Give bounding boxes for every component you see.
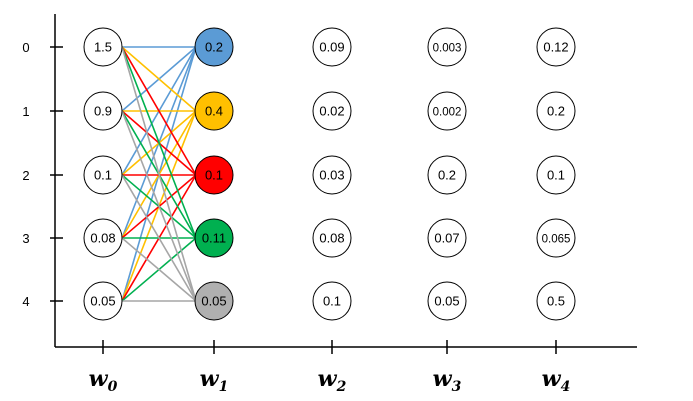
- node-circle: [194, 155, 234, 195]
- node-circle: [83, 155, 123, 195]
- node-w2-row-3: 0.08: [312, 218, 352, 258]
- node-circle: [194, 218, 234, 258]
- node-w0-row-2: 0.1: [83, 155, 123, 195]
- y-tick-label-0: 0: [22, 40, 29, 55]
- node-circle: [536, 218, 576, 258]
- edges-layer: [121, 46, 197, 302]
- node-circle: [194, 27, 234, 67]
- node-value: 0.05: [434, 294, 459, 309]
- node-value: 0.2: [438, 168, 456, 183]
- node-circle: [536, 91, 576, 131]
- node-w4-row-2: 0.1: [536, 155, 576, 195]
- node-value: 0.2: [547, 104, 565, 119]
- node-w3-row-2: 0.2: [427, 155, 467, 195]
- node-w0-row-0: 1.5: [83, 27, 123, 67]
- node-value: 0.1: [205, 168, 223, 183]
- node-circle: [83, 218, 123, 258]
- x-labels: w0 w1 w2 w3 w4: [89, 366, 571, 395]
- node-w2-row-4: 0.1: [312, 281, 352, 321]
- x-label-0: w0: [89, 366, 118, 395]
- y-tick-label-4: 4: [22, 294, 29, 309]
- node-value: 0.5: [547, 294, 565, 309]
- node-circle: [536, 27, 576, 67]
- node-value: 0.1: [323, 294, 341, 309]
- node-circle: [312, 155, 352, 195]
- node-w0-row-1: 0.9: [83, 91, 123, 131]
- edge-w0-0-to-w1-2: [121, 46, 197, 176]
- y-tick-label-2: 2: [22, 168, 29, 183]
- node-w1-row-1: 0.4: [194, 91, 234, 131]
- node-value: 0.9: [94, 104, 112, 119]
- node-circle: [194, 281, 234, 321]
- x-label-3: w3: [433, 366, 462, 395]
- node-w3-row-0: 0.003: [427, 27, 467, 67]
- x-ticks: [102, 340, 557, 354]
- node-w4-row-1: 0.2: [536, 91, 576, 131]
- node-value: 0.08: [319, 231, 344, 246]
- node-value: 0.07: [434, 231, 459, 246]
- node-circle: [194, 91, 234, 131]
- node-w0-row-3: 0.08: [83, 218, 123, 258]
- node-value: 0.4: [205, 104, 223, 119]
- node-value: 0.09: [319, 40, 344, 55]
- node-w4-row-4: 0.5: [536, 281, 576, 321]
- node-circle: [536, 155, 576, 195]
- node-circle: [427, 91, 467, 131]
- node-w1-row-4: 0.05: [194, 281, 234, 321]
- node-value: 0.2: [205, 40, 223, 55]
- node-w3-row-3: 0.07: [427, 218, 467, 258]
- node-circle: [312, 27, 352, 67]
- node-value: 0.1: [547, 168, 565, 183]
- nodes-layer: 1.5 0.9 0.1 0.08 0.05 0.2 0.4 0.1 0.11 0.05 0.09 0.…: [83, 27, 576, 321]
- node-w2-row-0: 0.09: [312, 27, 352, 67]
- node-value: 0.1: [94, 168, 112, 183]
- node-circle: [427, 281, 467, 321]
- x-label-4: w4: [542, 366, 571, 395]
- edge-w0-0-to-w1-1: [121, 46, 197, 112]
- node-circle: [83, 27, 123, 67]
- node-value: 1.5: [94, 40, 112, 55]
- node-value: 0.08: [90, 231, 115, 246]
- node-circle: [312, 281, 352, 321]
- node-w2-row-1: 0.02: [312, 91, 352, 131]
- node-w2-row-2: 0.03: [312, 155, 352, 195]
- node-value: 0.05: [90, 294, 115, 309]
- node-w4-row-0: 0.12: [536, 27, 576, 67]
- node-value: 0.05: [201, 294, 226, 309]
- edge-w0-0-to-w1-4: [121, 46, 197, 302]
- node-w0-row-4: 0.05: [83, 281, 123, 321]
- node-circle: [83, 281, 123, 321]
- node-value: 0.03: [319, 168, 344, 183]
- edge-w0-1-to-w1-4: [121, 110, 197, 302]
- node-value: 0.11: [202, 231, 226, 246]
- x-label-1: w1: [200, 366, 229, 395]
- node-w3-row-1: 0.002: [427, 91, 467, 131]
- node-w1-row-0: 0.2: [194, 27, 234, 67]
- node-circle: [312, 218, 352, 258]
- node-value: 0.002: [433, 107, 462, 119]
- node-w3-row-4: 0.05: [427, 281, 467, 321]
- edge-w0-2-to-w1-4: [121, 174, 197, 302]
- node-w1-row-3: 0.11: [194, 218, 234, 258]
- node-circle: [427, 218, 467, 258]
- node-circle: [83, 91, 123, 131]
- node-circle: [427, 27, 467, 67]
- node-value: 0.12: [543, 40, 568, 55]
- node-value: 0.003: [433, 43, 462, 55]
- node-circle: [427, 155, 467, 195]
- y-ticks: 0 1 2 3 4: [22, 40, 63, 309]
- edge-w0-3-to-w1-4: [121, 237, 197, 302]
- edge-w0-0-to-w1-3: [121, 46, 197, 239]
- y-tick-label-1: 1: [22, 104, 29, 119]
- node-circle: [312, 91, 352, 131]
- y-tick-label-3: 3: [22, 231, 29, 246]
- node-circle: [536, 281, 576, 321]
- node-w1-row-2: 0.1: [194, 155, 234, 195]
- node-value: 0.02: [319, 104, 344, 119]
- node-value: 0.065: [542, 234, 571, 246]
- x-label-2: w2: [318, 366, 347, 395]
- node-w4-row-3: 0.065: [536, 218, 576, 258]
